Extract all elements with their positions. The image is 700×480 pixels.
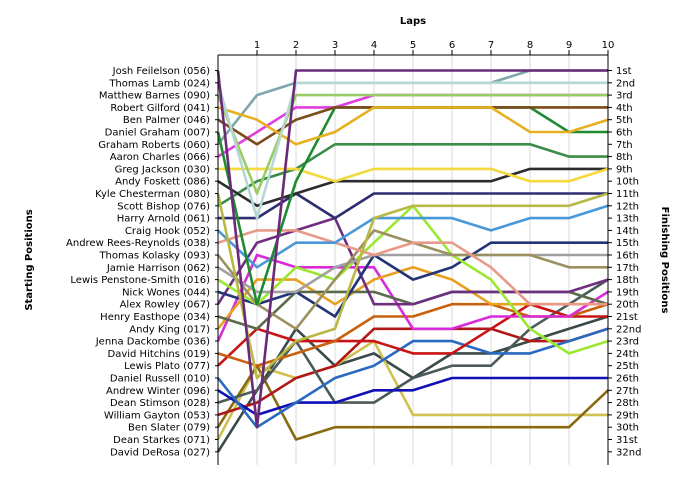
finishing-position-label: 13th	[616, 214, 639, 225]
driver-label: Josh Feilelson (056)	[112, 66, 210, 77]
finishing-position-label: 4th	[616, 103, 633, 114]
finishing-position-label: 28th	[616, 398, 639, 409]
finishing-position-label: 7th	[616, 140, 633, 151]
driver-label: Ben Palmer (046)	[123, 115, 210, 126]
driver-label: Robert Gilford (041)	[110, 103, 210, 114]
driver-label: Andy King (017)	[129, 324, 210, 335]
finishing-position-label: 29th	[616, 410, 639, 421]
finishing-position-label: 21st	[616, 312, 638, 323]
series-line	[217, 253, 608, 294]
y-axis-title-right: Finishing Positions	[659, 207, 670, 314]
finishing-position-label: 27th	[616, 386, 639, 397]
finishing-position-label: 3rd	[616, 91, 633, 102]
driver-label: Greg Jackson (030)	[115, 164, 211, 175]
finishing-position-label: 25th	[616, 361, 639, 372]
driver-label: Thomas Kolasky (093)	[98, 251, 210, 262]
lap-tick-label: 2	[293, 40, 299, 51]
driver-label: Aaron Charles (066)	[110, 152, 210, 163]
series-line	[216, 69, 608, 429]
finishing-position-label: 16th	[616, 251, 639, 262]
driver-label: Daniel Graham (007)	[105, 128, 210, 139]
driver-label: Lewis Penstone-Smith (016)	[70, 275, 210, 286]
lap-tick-label: 10	[602, 40, 615, 51]
driver-label: David Hitchins (019)	[108, 349, 211, 360]
series-line	[217, 241, 608, 318]
finishing-position-label: 14th	[616, 226, 639, 237]
finishing-position-label: 18th	[616, 275, 639, 286]
series-line	[216, 339, 608, 441]
finishing-position-label: 5th	[616, 115, 633, 126]
driver-label: Dean Starkes (071)	[113, 435, 210, 446]
lap-tick-label: 8	[527, 40, 533, 51]
driver-label: Lewis Plato (077)	[124, 361, 210, 372]
finishing-position-label: 8th	[616, 152, 633, 163]
finishing-position-label: 26th	[616, 374, 639, 385]
finishing-position-label: 30th	[616, 423, 639, 434]
driver-label: William Gayton (053)	[104, 410, 210, 421]
lap-tick-label: 9	[566, 40, 572, 51]
series-line	[217, 302, 608, 367]
finishing-position-label: 20th	[616, 300, 639, 311]
lap-tick-label: 4	[371, 40, 377, 51]
driver-label: Graham Roberts (060)	[98, 140, 210, 151]
series-line	[216, 327, 609, 429]
series-line	[217, 143, 608, 207]
finishing-position-label: 22nd	[616, 324, 641, 335]
finishing-position-label: 6th	[616, 128, 633, 139]
finishing-position-label: 32nd	[616, 447, 641, 458]
driver-label: Andy Foskett (086)	[115, 177, 210, 188]
driver-label: Andrew Rees-Reynolds (038)	[66, 238, 210, 249]
series-line	[217, 376, 608, 417]
driver-label: Ben Slater (079)	[128, 423, 210, 434]
driver-label: Scott Bishop (076)	[117, 201, 210, 212]
driver-label: Dean Stimson (028)	[110, 398, 210, 409]
series-line	[217, 229, 608, 306]
series-line	[216, 192, 609, 380]
driver-label: Jamie Harrison (062)	[106, 263, 210, 274]
series-layer	[216, 69, 609, 453]
finishing-position-label: 15th	[616, 238, 639, 249]
series-line	[217, 204, 609, 269]
finishing-position-label: 19th	[616, 287, 639, 298]
driver-label: Alex Rowley (067)	[120, 300, 211, 311]
finishing-position-label: 23rd	[616, 337, 639, 348]
finishing-position-label: 17th	[616, 263, 639, 274]
driver-label: Kyle Chesterman (080)	[95, 189, 210, 200]
lap-tick-label: 6	[449, 40, 455, 51]
series-line	[218, 192, 608, 220]
x-axis-title: Laps	[400, 16, 426, 27]
driver-label: Thomas Lamb (024)	[108, 78, 210, 89]
series-line	[217, 106, 609, 146]
finishing-position-label: 10th	[616, 177, 639, 188]
y-axis-title-left: Starting Positions	[24, 209, 35, 310]
labels-layer: Laps Starting Positions Finishing Positi…	[24, 16, 670, 458]
series-line	[218, 167, 609, 183]
finishing-position-label: 24th	[616, 349, 639, 360]
driver-label: Henry Easthope (034)	[100, 312, 210, 323]
driver-label: David DeRosa (027)	[110, 447, 210, 458]
finishing-position-label: 12th	[616, 201, 639, 212]
finishing-position-label: 31st	[616, 435, 638, 446]
driver-label: Craig Hook (052)	[125, 226, 210, 237]
series-line	[216, 253, 609, 342]
lap-tick-label: 5	[410, 40, 416, 51]
series-line	[216, 216, 609, 306]
finishing-position-label: 9th	[616, 164, 633, 175]
driver-label: Harry Arnold (061)	[117, 214, 210, 225]
driver-label: Matthew Barnes (090)	[99, 91, 210, 102]
axis-layer	[215, 50, 612, 465]
lap-tick-label: 3	[332, 40, 338, 51]
driver-label: Jenna Dackombe (036)	[95, 337, 210, 348]
series-line	[216, 364, 609, 441]
driver-label: Nick Wones (044)	[122, 287, 210, 298]
finishing-position-label: 1st	[616, 66, 632, 77]
lap-tick-label: 7	[488, 40, 494, 51]
finishing-position-label: 11th	[616, 189, 639, 200]
driver-label: Daniel Russell (010)	[110, 374, 210, 385]
driver-label: Andrew Winter (096)	[106, 386, 210, 397]
lap-tick-label: 1	[254, 40, 260, 51]
finishing-position-label: 2nd	[616, 78, 635, 89]
series-line	[216, 81, 608, 220]
